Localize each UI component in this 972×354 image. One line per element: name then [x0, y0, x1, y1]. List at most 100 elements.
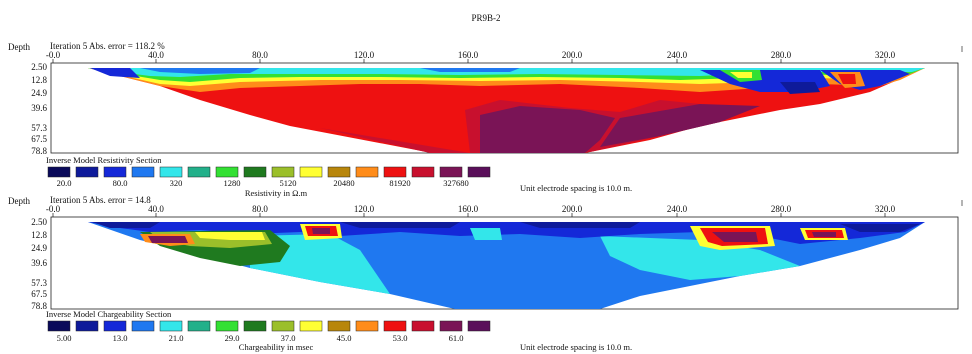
- scale-swatch: [411, 166, 435, 178]
- x-tick-label: 280.0: [771, 50, 792, 60]
- chargeability-panel: Depth Iteration 5 Abs. error = 14.8 -0.0…: [8, 195, 959, 352]
- scale-label: 37.0: [281, 333, 296, 343]
- scale-swatch: [327, 320, 351, 332]
- scale-label: 13.0: [113, 333, 128, 343]
- zone-navy-mid2: [520, 222, 640, 228]
- scale-swatch: [327, 166, 351, 178]
- x-tick-label: 280.0: [771, 204, 792, 214]
- scale-label: 53.0: [393, 333, 408, 343]
- scale-swatch: [103, 320, 127, 332]
- scale-label: 81920: [389, 178, 410, 188]
- scale-swatch: [243, 166, 267, 178]
- x-tick-label: 160.0: [458, 204, 479, 214]
- zone-maroon-100: [312, 228, 330, 234]
- scale-swatch: [467, 166, 491, 178]
- scale-swatch: [131, 166, 155, 178]
- scale-label: 29.0: [225, 333, 240, 343]
- x-tick-label: 120.0: [354, 204, 375, 214]
- zone-cyan-pocket: [470, 228, 502, 240]
- x-tick-label: 240.0: [667, 204, 688, 214]
- color-scale: [47, 320, 491, 332]
- scale-swatch: [383, 166, 407, 178]
- y-tick-label: 67.5: [31, 289, 47, 299]
- scale-label: 20480: [333, 178, 354, 188]
- depth-label: Depth: [8, 42, 30, 52]
- scale-label: 1280: [224, 178, 241, 188]
- zone-yellow-right: [730, 72, 752, 78]
- scale-label: 45.0: [337, 333, 352, 343]
- zone-sky-mid: [420, 68, 520, 72]
- zone-yellow-left: [195, 232, 265, 240]
- scale-swatch: [271, 166, 295, 178]
- scale-swatch: [411, 320, 435, 332]
- y-tick-label: 67.5: [31, 134, 47, 144]
- x-tick-label: 320.0: [875, 204, 896, 214]
- zone-sky-left: [140, 68, 260, 74]
- figure-title: PR9B-2: [471, 13, 500, 23]
- scale-swatch: [159, 320, 183, 332]
- zone-red-right: [838, 74, 856, 84]
- iteration-header: Iteration 5 Abs. error = 14.8: [50, 195, 151, 205]
- y-tick-label: 78.8: [31, 146, 47, 156]
- y-tick-label: 24.9: [31, 243, 47, 253]
- zone-maroon-right: [600, 104, 760, 147]
- scale-label: 5.00: [57, 333, 72, 343]
- x-tick-label: 200.0: [562, 204, 583, 214]
- scale-label: 61.0: [449, 333, 464, 343]
- x-tick-label: 40.0: [148, 204, 164, 214]
- scale-label: 5120: [280, 178, 297, 188]
- resistivity-section: [88, 68, 925, 153]
- scale-label: 327680: [443, 178, 469, 188]
- iteration-header: Iteration 5 Abs. error = 118.2 %: [50, 41, 165, 51]
- zone-maroon-270: [712, 232, 758, 242]
- scale-swatch: [439, 320, 463, 332]
- y-axis-ticks: 2.50 12.8 24.9 39.6 57.367.5 78.8: [31, 217, 47, 311]
- zone-navy-mid: [340, 222, 460, 228]
- scale-swatch: [271, 320, 295, 332]
- x-tick-label: 80.0: [252, 50, 268, 60]
- y-axis-ticks: 2.50 12.8 24.9 39.6 57.367.5 78.8: [31, 62, 47, 156]
- scale-label: 80.0: [113, 178, 128, 188]
- scale-label: 320: [170, 178, 183, 188]
- x-tick-label: 80.0: [252, 204, 268, 214]
- scale-swatch: [75, 320, 99, 332]
- y-tick-label: 2.50: [31, 62, 47, 72]
- x-tick-label: 320.0: [875, 50, 896, 60]
- scale-swatch: [187, 166, 211, 178]
- y-tick-label: 57.3: [31, 278, 47, 288]
- zone-cyan-right: [600, 236, 800, 280]
- section-title: Inverse Model Resistivity Section: [46, 155, 162, 165]
- chargeability-section: [88, 222, 925, 309]
- scale-swatch: [355, 166, 379, 178]
- scale-labels: 5.00 13.0 21.0 29.0 37.0 45.0 53.0 61.0: [57, 333, 464, 343]
- y-tick-label: 24.9: [31, 88, 47, 98]
- scale-swatch: [103, 166, 127, 178]
- scale-swatch: [243, 320, 267, 332]
- x-tick-label: -0.0: [46, 50, 61, 60]
- y-tick-label: 12.8: [31, 230, 47, 240]
- scale-label: 21.0: [169, 333, 184, 343]
- y-tick-label: 39.6: [31, 258, 47, 268]
- scale-swatch: [355, 320, 379, 332]
- scale-swatch: [215, 320, 239, 332]
- scale-swatch: [383, 320, 407, 332]
- x-tick-label: 40.0: [148, 50, 164, 60]
- scale-swatch: [299, 320, 323, 332]
- y-tick-label: 2.50: [31, 217, 47, 227]
- scale-swatch: [467, 320, 491, 332]
- scale-swatch: [299, 166, 323, 178]
- unit-label: Resistivity in Ω.m: [245, 188, 308, 198]
- zone-maroon-300: [812, 232, 836, 237]
- electrode-spacing-note: Unit electrode spacing is 10.0 m.: [520, 183, 632, 193]
- scale-label: 20.0: [57, 178, 72, 188]
- x-axis-ticks: -0.0 40.0 80.0 120.0 160.0 200.0 240.0 280.0 320…: [46, 204, 896, 217]
- x-axis-ticks: -0.0 40.0 80.0 120.0 160.0 200.0 240.0 280.0 320…: [46, 50, 896, 63]
- zone-blue-left: [90, 68, 140, 78]
- zone-navy-right: [780, 82, 820, 94]
- scale-swatch: [47, 320, 71, 332]
- section-title: Inverse Model Chargeability Section: [46, 309, 172, 319]
- x-tick-label: 240.0: [667, 50, 688, 60]
- y-tick-label: 39.6: [31, 103, 47, 113]
- zone-navy-right: [840, 224, 920, 232]
